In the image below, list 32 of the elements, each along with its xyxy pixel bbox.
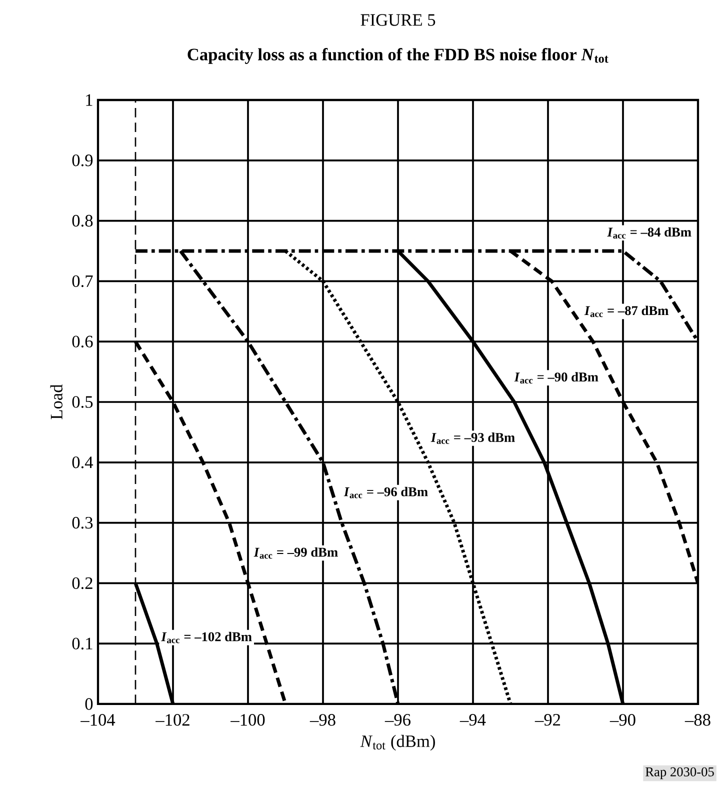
text: Rap 2030-05 <box>646 767 714 780</box>
y-tick-label: 0.5 <box>72 396 93 408</box>
y-tick-label: 0.8 <box>72 214 93 227</box>
x-tick-label: –90 <box>610 714 636 726</box>
y-tick-label: 0 <box>85 698 93 710</box>
y-tick-label: 0.9 <box>72 154 93 166</box>
x-tick-label: –100 <box>230 714 265 726</box>
y-tick-label: 0.6 <box>72 336 93 348</box>
series-label: I$_{acc}$ = –99 dBm <box>254 547 338 559</box>
x-axis-title: N$_{tot}$ (dBm) <box>360 734 435 751</box>
x-tick-label: –92 <box>534 714 560 726</box>
chart-subtitle: Capacity loss as a function of the FDD BS noise floor N$_{tot}$ <box>188 48 608 64</box>
x-tick-label: –104 <box>80 714 116 726</box>
y-tick-label: 0.3 <box>72 516 93 529</box>
x-tick-label: –98 <box>310 714 336 726</box>
chart-title: FIGURE 5 <box>360 14 436 26</box>
y-tick-label: 0.2 <box>72 577 92 590</box>
series-label: I$_{acc}$ = –87 dBm <box>584 306 668 318</box>
x-tick-label: –88 <box>684 714 710 726</box>
x-tick-label: –94 <box>460 714 486 726</box>
y-tick-label: 0.7 <box>72 275 93 288</box>
y-axis-title: Load <box>50 384 62 420</box>
series-label: I$_{acc}$ = –84 dBm <box>607 227 692 239</box>
series-label: I$_{acc}$ = –102 dBm <box>161 632 252 644</box>
y-tick-label: 0.4 <box>72 456 94 468</box>
series-label: I$_{acc}$ = –93 dBm <box>430 432 515 444</box>
y-tick-label: 1 <box>86 94 92 106</box>
y-tick-label: 0.1 <box>72 638 92 650</box>
x-tick-label: –102 <box>156 714 190 726</box>
series-label: I$_{acc}$ = –90 dBm <box>514 372 598 384</box>
x-tick-label: –96 <box>384 714 410 726</box>
series-label: I$_{acc}$ = –96 dBm <box>344 486 428 498</box>
